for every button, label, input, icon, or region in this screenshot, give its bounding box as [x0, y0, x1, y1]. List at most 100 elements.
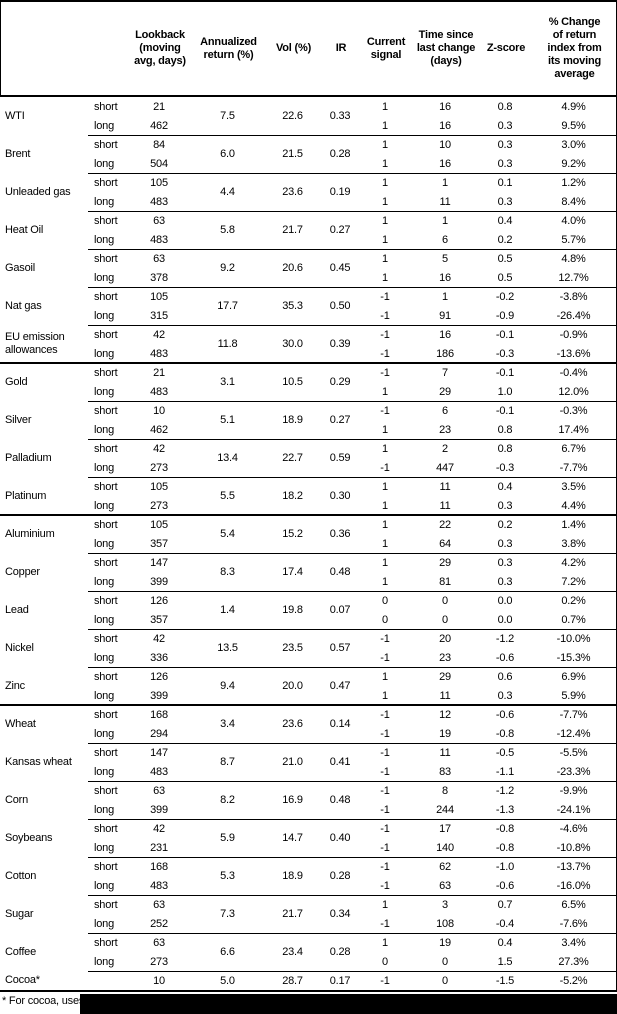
lookback-long-value: 399 [150, 575, 168, 588]
pct-change-short-value: 3.4% [561, 936, 586, 949]
pct-change-short-value: -3.8% [559, 290, 588, 303]
lookback-short-value: 105 [150, 176, 168, 189]
ir-value: 0.47 [329, 680, 351, 692]
time-since-long-value: 81 [439, 575, 451, 588]
signal-long-value: 0 [382, 955, 388, 968]
zscore-short-value: -1.5 [495, 974, 515, 987]
zscore-short-value: -1.0 [495, 860, 515, 873]
time-since-long-value: 16 [439, 271, 451, 284]
time-since-short-value: 11 [439, 480, 451, 493]
vol-value: 20.0 [282, 680, 303, 692]
pct-change-long-value: 5.9% [561, 689, 586, 702]
commodity-row: Kansas wheat short long 147 483 8.7 21.0… [0, 743, 616, 781]
row-label-short: short [94, 366, 118, 379]
signal-long-value: 1 [382, 689, 388, 702]
commodity-name: WTI [5, 109, 25, 122]
ir-value: 0.30 [329, 490, 351, 502]
signal-short-value: -1 [380, 860, 390, 873]
pct-change-short-value: 1.4% [561, 518, 586, 531]
annualized-return-value: 9.4 [220, 680, 235, 692]
col-header-current-signal: Current signal [366, 35, 406, 61]
lookback-long-value: 483 [150, 385, 168, 398]
ir-value: 0.19 [329, 186, 351, 198]
zscore-short-value: 0.6 [497, 670, 513, 683]
lookback-short-value: 63 [153, 898, 165, 911]
vol-value: 22.6 [282, 110, 303, 122]
pct-change-long-value: -24.1% [556, 803, 591, 816]
row-label-long: long [94, 461, 114, 474]
pct-change-long-value: 5.7% [561, 233, 586, 246]
pct-change-short-value: -5.5% [559, 746, 588, 759]
lookback-short-value: 10 [153, 974, 165, 987]
lookback-long-value: 231 [150, 841, 168, 854]
annualized-return-value: 7.5 [220, 110, 235, 122]
time-since-long-value: 11 [439, 195, 451, 208]
pct-change-short-value: -9.9% [559, 784, 588, 797]
pct-change-short-value: 4.9% [561, 100, 586, 113]
lookback-short-value: 126 [150, 670, 168, 683]
row-label-long: long [94, 233, 114, 246]
zscore-long-value: -1.1 [495, 765, 515, 778]
signal-short-value: 1 [382, 936, 388, 949]
commodity-name: Soybeans [5, 831, 53, 844]
row-label-short: short [94, 480, 118, 493]
vol-value: 15.2 [282, 528, 303, 540]
time-since-long-value: 29 [439, 385, 451, 398]
signal-short-value: 1 [382, 214, 388, 227]
lookback-short-value: 63 [153, 784, 165, 797]
signal-long-value: -1 [380, 309, 390, 322]
vol-value: 21.5 [282, 148, 303, 160]
pct-change-short-value: -0.4% [559, 366, 588, 379]
commodity-row: Nickel short long 42 336 13.5 23.5 0.57 … [0, 629, 616, 667]
row-label-short: short [94, 746, 118, 759]
pct-change-short-value: 6.9% [561, 670, 586, 683]
lookback-long-value: 252 [150, 917, 168, 930]
vol-value: 18.9 [282, 414, 303, 426]
zscore-long-value: 0.2 [497, 233, 513, 246]
ir-value: 0.40 [329, 832, 351, 844]
pct-change-short-value: -7.7% [559, 708, 588, 721]
row-label-short: short [94, 176, 118, 189]
signal-long-value: 1 [382, 195, 388, 208]
signal-short-value: 1 [382, 138, 388, 151]
commodity-name: Copper [5, 565, 40, 578]
time-since-long-value: 23 [439, 423, 451, 436]
signal-short-value: -1 [380, 328, 390, 341]
annualized-return-value: 9.2 [220, 262, 235, 274]
time-since-long-value: 11 [439, 689, 451, 702]
ir-value: 0.39 [329, 338, 351, 350]
row-label-long: long [94, 879, 114, 892]
commodity-name: Gasoil [5, 261, 35, 274]
row-label-short: short [94, 860, 118, 873]
annualized-return-value: 5.0 [220, 974, 235, 987]
lookback-short-value: 42 [153, 328, 165, 341]
col-header-annualized-return: Annualized return (%) [200, 35, 257, 61]
commodity-row: Sugar short long 63 252 7.3 21.7 0.34 1 … [0, 895, 616, 933]
signal-short-value: 1 [382, 518, 388, 531]
signal-short-value: 1 [382, 670, 388, 683]
pct-change-short-value: 4.0% [561, 214, 586, 227]
row-label-short: short [94, 594, 118, 607]
pct-change-short-value: 3.0% [561, 138, 586, 151]
commodity-name: Zinc [5, 679, 25, 692]
ir-value: 0.29 [329, 376, 351, 388]
row-label-short: short [94, 100, 118, 113]
ir-value: 0.59 [329, 452, 351, 464]
signal-long-value: -1 [380, 765, 390, 778]
signal-long-value: -1 [380, 803, 390, 816]
signal-short-value: 1 [382, 100, 388, 113]
annualized-return-value: 6.6 [220, 946, 235, 958]
time-since-long-value: 0 [442, 955, 448, 968]
row-label-short: short [94, 138, 118, 151]
commodity-name: Cocoa* [5, 974, 40, 986]
pct-change-short-value: -4.6% [559, 822, 588, 835]
footnote: * For cocoa, uses c [0, 992, 617, 1014]
zscore-long-value: 0.5 [497, 271, 513, 284]
pct-change-short-value: 4.2% [561, 556, 586, 569]
annualized-return-value: 8.3 [220, 566, 235, 578]
time-since-long-value: 0 [442, 613, 448, 626]
time-since-short-value: 5 [442, 252, 448, 265]
zscore-long-value: -0.6 [495, 879, 515, 892]
zscore-long-value: 0.3 [497, 689, 513, 702]
